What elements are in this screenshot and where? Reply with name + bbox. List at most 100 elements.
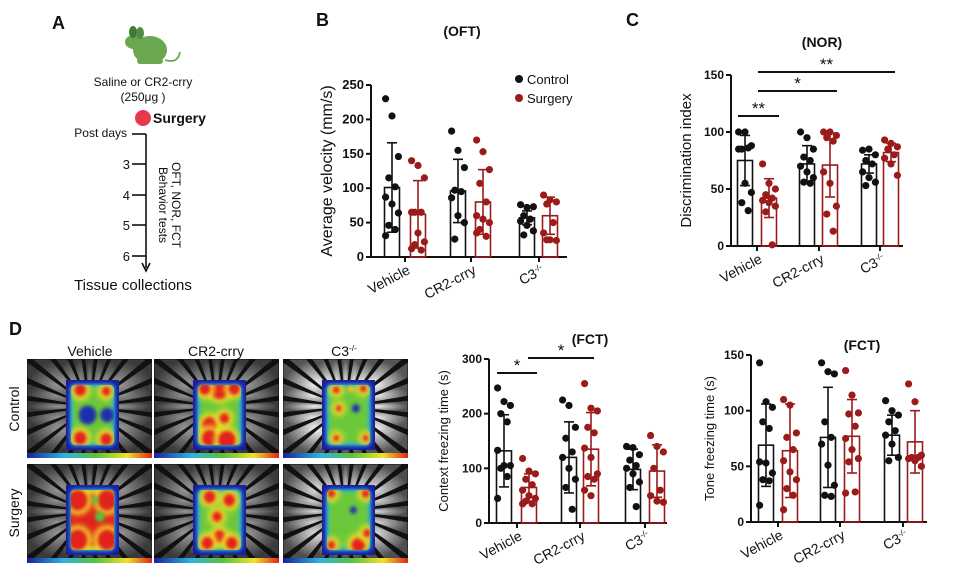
light-ray <box>216 511 279 535</box>
light-ray <box>154 511 217 535</box>
significance-label: * <box>558 341 565 360</box>
heatmap-tile <box>154 464 279 563</box>
data-point <box>862 156 870 165</box>
data-point <box>565 401 573 410</box>
heat-blob <box>225 536 238 550</box>
light-ray <box>289 406 346 454</box>
data-point <box>519 500 527 508</box>
data-point <box>414 229 422 237</box>
data-point <box>460 163 468 172</box>
data-point <box>800 153 808 161</box>
chart-2: (NOR) Discrimination index 0 50 100 150 Vehicl… <box>678 34 903 291</box>
heat-blob <box>349 506 357 514</box>
panel-letter-d: D <box>9 319 22 339</box>
data-point <box>762 459 770 467</box>
data-point <box>540 229 548 237</box>
heatmap-tile <box>154 359 279 458</box>
data-point <box>656 486 664 494</box>
data-point <box>590 429 598 437</box>
legend-marker-surgery <box>515 94 523 102</box>
data-point <box>871 178 880 186</box>
data-point <box>893 171 902 179</box>
heatmap-tile <box>283 464 408 563</box>
x-tick-label: CR2-crry <box>530 528 587 568</box>
light-ray <box>154 383 217 407</box>
data-point <box>885 457 893 465</box>
legend-marker-control <box>515 75 523 83</box>
data-point <box>821 418 829 426</box>
day-label: 4 <box>123 188 130 203</box>
data-point <box>891 427 899 435</box>
data-point <box>759 196 767 204</box>
heat-blob <box>335 405 342 412</box>
data-point <box>826 179 834 187</box>
data-point <box>523 203 531 212</box>
heat-blob <box>351 537 366 550</box>
panel-letter-a: A <box>52 13 65 33</box>
data-point <box>768 241 776 249</box>
data-point <box>473 212 481 220</box>
data-point <box>420 174 428 182</box>
data-point <box>635 451 644 459</box>
light-ray <box>216 406 279 430</box>
data-point <box>528 500 536 508</box>
chart-title: (FCT) <box>572 331 609 347</box>
heat-blob <box>71 529 88 550</box>
data-point <box>789 491 797 499</box>
light-ray <box>154 400 217 413</box>
y-tick-label: 200 <box>462 407 482 421</box>
row-label-control: Control <box>6 386 22 431</box>
data-point <box>765 477 773 485</box>
data-point <box>826 128 834 136</box>
data-point <box>626 483 634 492</box>
tissue-collections-label: Tissue collections <box>74 277 192 294</box>
data-point <box>821 491 829 499</box>
data-point <box>581 486 589 494</box>
color-scale-bar <box>154 558 279 563</box>
data-point <box>890 151 898 159</box>
heatmap-grid <box>27 359 408 563</box>
data-point <box>818 440 826 448</box>
data-point <box>756 458 764 466</box>
x-tick-label: Vehicle <box>365 261 413 296</box>
data-point <box>382 95 390 103</box>
data-point <box>780 457 788 465</box>
x-tick-label: Vehicle <box>717 250 765 285</box>
data-point <box>485 166 493 174</box>
y-tick-label: 100 <box>704 125 724 139</box>
data-point <box>789 446 797 454</box>
data-point <box>476 179 484 187</box>
data-point <box>497 410 505 418</box>
heat-blob <box>327 540 336 550</box>
light-ray <box>345 400 408 413</box>
data-point <box>581 444 589 452</box>
data-point <box>482 198 490 206</box>
heatmap-field <box>193 485 246 555</box>
chart-title: (OFT) <box>443 23 480 39</box>
data-point <box>756 501 764 509</box>
significance-label: * <box>794 74 801 93</box>
data-point <box>845 458 853 466</box>
data-point <box>884 145 892 153</box>
light-ray <box>289 464 346 512</box>
data-point <box>832 131 841 140</box>
data-point <box>568 448 576 456</box>
data-point <box>845 410 853 418</box>
data-point <box>868 160 876 168</box>
data-point <box>768 469 777 477</box>
light-ray <box>56 359 90 407</box>
y-axis-label: Discrimination index <box>678 93 695 228</box>
light-ray <box>89 488 152 512</box>
data-point <box>629 470 637 478</box>
light-ray <box>345 488 408 512</box>
data-point <box>519 454 527 463</box>
data-point <box>391 225 399 234</box>
data-point <box>854 454 863 463</box>
data-point <box>623 442 631 451</box>
data-point <box>806 156 814 165</box>
data-point <box>765 179 773 187</box>
data-point <box>517 217 525 225</box>
heatmap-field <box>322 380 375 450</box>
data-point <box>871 151 880 159</box>
data-point <box>809 145 818 153</box>
